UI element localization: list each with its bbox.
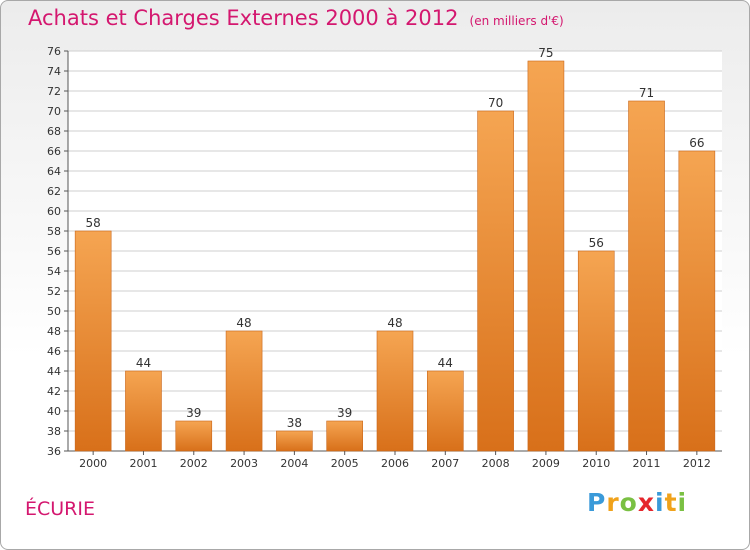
x-tick-label: 2005 — [331, 457, 359, 470]
bar — [427, 370, 464, 452]
bar-value-label: 39 — [337, 406, 352, 420]
bar-value-label: 44 — [438, 356, 453, 370]
x-tick-label: 2008 — [482, 457, 510, 470]
bar — [225, 330, 263, 452]
bar-value-label: 38 — [287, 416, 302, 430]
bar-value-label: 48 — [387, 316, 402, 330]
y-tick-label: 50 — [47, 305, 61, 318]
bar — [125, 370, 162, 452]
chart-unit-text: (en milliers d'€) — [469, 14, 564, 28]
bar-value-label: 56 — [589, 236, 604, 250]
chart-title: Achats et Charges Externes 2000 à 2012 (… — [28, 6, 564, 30]
chart-title-text: Achats et Charges Externes 2000 à 2012 — [28, 6, 459, 30]
y-tick-label: 48 — [47, 325, 61, 338]
bar — [376, 330, 414, 452]
bar — [678, 150, 716, 452]
y-tick-label: 42 — [47, 385, 61, 398]
bar — [628, 100, 665, 452]
bar — [326, 420, 363, 452]
x-tick-label: 2000 — [79, 457, 107, 470]
proxiti-logo: Proxiti — [587, 488, 687, 517]
y-tick-label: 36 — [47, 445, 61, 458]
bar-value-label: 48 — [236, 316, 251, 330]
y-tick-label: 72 — [47, 85, 61, 98]
bar — [527, 60, 565, 452]
y-tick-label: 70 — [47, 105, 61, 118]
logo-letter: i — [655, 488, 665, 517]
bar-value-label: 58 — [86, 216, 101, 230]
bar — [276, 430, 313, 452]
y-tick-label: 54 — [47, 265, 61, 278]
logo-letter: r — [606, 488, 620, 517]
bar — [477, 110, 514, 452]
y-tick-label: 76 — [47, 45, 61, 58]
y-tick-label: 58 — [47, 225, 61, 238]
logo-letter: t — [664, 488, 678, 517]
bar-value-label: 70 — [488, 96, 503, 110]
y-tick-label: 64 — [47, 165, 61, 178]
bar-value-label: 39 — [186, 406, 201, 420]
logo-letter: i — [677, 488, 688, 517]
bar-value-label: 44 — [136, 356, 151, 370]
bar — [577, 250, 615, 452]
bar-value-label: 75 — [538, 46, 553, 60]
logo-letter: P — [587, 488, 607, 517]
bar — [175, 420, 213, 452]
x-tick-label: 2006 — [381, 457, 409, 470]
x-tick-label: 2001 — [129, 457, 157, 470]
y-tick-label: 66 — [47, 145, 61, 158]
y-tick-label: 46 — [47, 345, 61, 358]
y-tick-label: 44 — [47, 365, 61, 378]
bar-value-label: 66 — [689, 136, 704, 150]
y-tick-label: 62 — [47, 185, 61, 198]
y-tick-label: 60 — [47, 205, 61, 218]
bar-value-label: 71 — [639, 86, 654, 100]
x-tick-label: 2011 — [633, 457, 661, 470]
logo-letter: o — [619, 488, 638, 517]
x-tick-label: 2010 — [582, 457, 610, 470]
y-tick-label: 52 — [47, 285, 61, 298]
x-tick-label: 2007 — [431, 457, 459, 470]
y-tick-label: 68 — [47, 125, 61, 138]
y-tick-label: 56 — [47, 245, 61, 258]
y-tick-label: 40 — [47, 405, 61, 418]
x-tick-label: 2003 — [230, 457, 258, 470]
y-tick-label: 74 — [47, 65, 61, 78]
bar — [74, 230, 112, 452]
x-tick-label: 2002 — [180, 457, 208, 470]
x-tick-label: 2004 — [280, 457, 308, 470]
x-tick-label: 2012 — [683, 457, 711, 470]
y-tick-label: 38 — [47, 425, 61, 438]
x-tick-label: 2009 — [532, 457, 560, 470]
place-name: ÉCURIE — [25, 498, 95, 520]
logo-letter: x — [637, 488, 655, 517]
